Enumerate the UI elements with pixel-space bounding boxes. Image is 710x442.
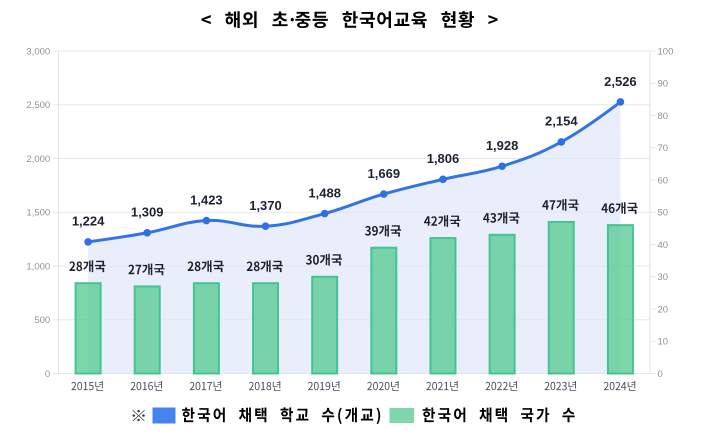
svg-text:90: 90 <box>658 79 669 90</box>
svg-text:1,423: 1,423 <box>190 192 223 207</box>
svg-text:2,526: 2,526 <box>604 74 637 89</box>
svg-text:3,000: 3,000 <box>26 46 50 57</box>
svg-text:1,370: 1,370 <box>249 198 282 213</box>
svg-text:40: 40 <box>658 240 669 251</box>
svg-text:500: 500 <box>34 315 50 326</box>
svg-text:1,928: 1,928 <box>486 138 519 153</box>
svg-text:1,309: 1,309 <box>131 205 164 220</box>
svg-text:1,500: 1,500 <box>26 208 50 219</box>
svg-text:100: 100 <box>658 46 674 57</box>
svg-text:2,154: 2,154 <box>545 114 578 129</box>
svg-text:70: 70 <box>658 143 669 154</box>
svg-text:2,000: 2,000 <box>26 154 50 165</box>
svg-text:2,500: 2,500 <box>26 100 50 111</box>
svg-text:1,000: 1,000 <box>26 261 50 272</box>
svg-text:0: 0 <box>45 369 50 380</box>
svg-text:60: 60 <box>658 175 669 186</box>
svg-text:1,669: 1,669 <box>368 166 401 181</box>
svg-text:1,224: 1,224 <box>72 214 105 229</box>
svg-text:1,488: 1,488 <box>308 185 341 200</box>
svg-text:30: 30 <box>658 272 669 283</box>
svg-text:0: 0 <box>658 369 663 380</box>
svg-text:50: 50 <box>658 208 669 219</box>
svg-text:80: 80 <box>658 111 669 122</box>
svg-text:10: 10 <box>658 337 669 348</box>
svg-text:20: 20 <box>658 304 669 315</box>
svg-text:1,806: 1,806 <box>427 151 460 166</box>
